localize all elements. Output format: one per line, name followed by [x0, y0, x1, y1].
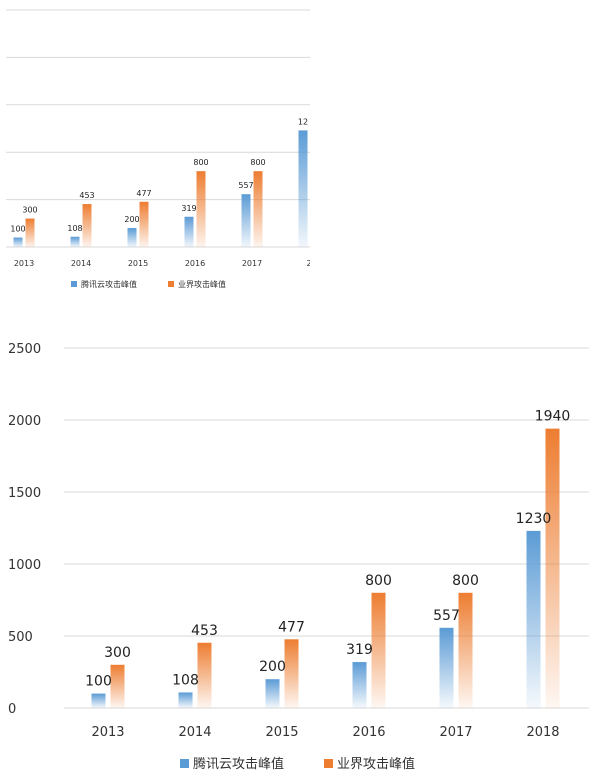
- legend-label-tencent: 腾讯云攻击峰值: [81, 279, 137, 289]
- data-label-industry: 800: [193, 158, 208, 167]
- data-label-tencent: 12: [298, 117, 308, 126]
- legend-swatch-tencent: [180, 759, 189, 768]
- data-label-industry: 300: [22, 206, 37, 215]
- data-label-tencent: 200: [124, 215, 139, 224]
- bar-industry: [25, 218, 35, 247]
- data-label-tencent: 100: [85, 674, 112, 690]
- legend-swatch-industry: [168, 281, 174, 287]
- data-label-tencent: 100: [10, 225, 25, 234]
- bar-tencent: [70, 236, 80, 247]
- bar-industry: [371, 592, 386, 708]
- bar-tencent: [526, 530, 541, 708]
- x-tick-label: 2017: [439, 725, 472, 740]
- y-tick-label: 0: [8, 702, 16, 717]
- data-label-tencent: 319: [181, 204, 196, 213]
- y-tick-label: 2000: [8, 414, 41, 429]
- data-label-tencent: 319: [346, 642, 373, 658]
- legend-label-tencent: 腾讯云攻击峰值: [193, 756, 284, 772]
- main-chart: 0 500 1000 1500 2000 2500 100 300 108 453 200 477 3…: [8, 342, 589, 772]
- data-label-tencent: 1230: [516, 511, 552, 527]
- bar-tencent: [127, 228, 137, 247]
- data-label-industry: 1940: [535, 409, 571, 425]
- bar-industry: [82, 204, 92, 247]
- x-tick-label: 2013: [91, 725, 124, 740]
- bar-tencent: [91, 693, 106, 708]
- data-label-industry: 477: [278, 619, 305, 635]
- y-tick-label: 500: [8, 630, 33, 645]
- x-tick-label: 2015: [265, 725, 298, 740]
- bar-industry: [545, 428, 560, 708]
- legend: 腾讯云攻击峰值 业界攻击峰值: [180, 756, 415, 772]
- data-label-industry: 453: [191, 623, 218, 639]
- bar-tencent: [352, 662, 367, 708]
- data-label-tencent: 557: [433, 608, 460, 624]
- x-tick-label: 2017: [242, 259, 262, 268]
- legend: 腾讯云攻击峰值 业界攻击峰值: [71, 279, 226, 289]
- x-tick-label: 2018: [526, 725, 559, 740]
- bar-industry: [197, 642, 212, 708]
- y-tick-label: 1500: [8, 486, 41, 501]
- data-label-industry: 453: [79, 191, 94, 200]
- bar-tencent: [184, 216, 194, 247]
- data-label-tencent: 557: [238, 181, 253, 190]
- bar-industry: [196, 171, 206, 247]
- x-tick-label: 2013: [14, 259, 34, 268]
- data-label-tencent: 108: [67, 224, 82, 233]
- bar-industry: [458, 592, 473, 708]
- y-tick-label: 2500: [8, 342, 41, 357]
- bar-tencent: [241, 194, 251, 247]
- legend-label-industry: 业界攻击峰值: [178, 279, 226, 289]
- data-label-tencent: 108: [172, 672, 199, 688]
- x-tick-label: 2016: [352, 725, 385, 740]
- data-label-industry: 300: [104, 645, 131, 661]
- bar-tencent: [178, 692, 193, 708]
- bar-industry: [110, 664, 125, 708]
- x-tick-label: 2015: [128, 259, 148, 268]
- cropped-chart: 100 300 108 453 200 477 319 800 557 800 12 2013 201…: [6, 9, 310, 289]
- bar-industry: [253, 171, 263, 247]
- bar-industry: [139, 201, 149, 247]
- data-label-industry: 800: [365, 573, 392, 589]
- x-tick-label: 2014: [178, 725, 211, 740]
- data-label-industry: 800: [250, 158, 265, 167]
- data-label-industry: 800: [452, 573, 479, 589]
- y-tick-label: 1000: [8, 558, 41, 573]
- bar-industry: [284, 639, 299, 708]
- x-tick-label: 2014: [71, 259, 91, 268]
- bar-tencent: [439, 627, 454, 708]
- bar-tencent: [13, 237, 23, 247]
- x-tick-label: 2: [306, 259, 310, 268]
- legend-swatch-industry: [324, 759, 333, 768]
- legend-swatch-tencent: [71, 281, 77, 287]
- bar-tencent: [265, 679, 280, 708]
- x-tick-label: 2016: [185, 259, 205, 268]
- bar-tencent: [298, 130, 308, 247]
- legend-label-industry: 业界攻击峰值: [337, 756, 415, 772]
- data-label-tencent: 200: [259, 659, 286, 675]
- data-label-industry: 477: [136, 189, 151, 198]
